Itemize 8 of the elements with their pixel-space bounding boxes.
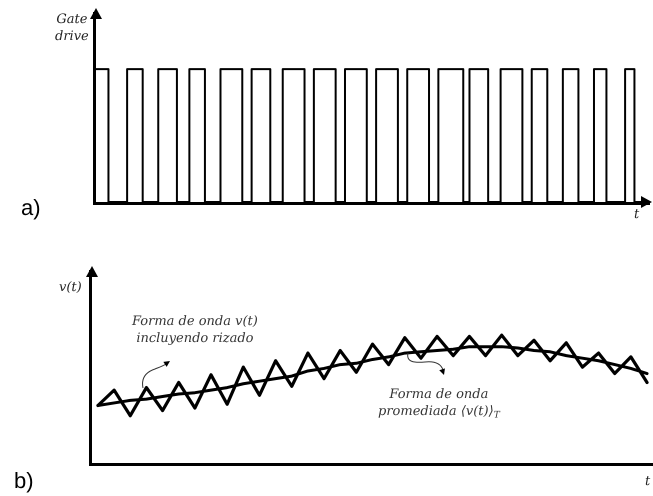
x-axis-title: t [645, 474, 651, 489]
annotation: Forma de onda promediada ⟨v(t)⟩$_{T}$ [378, 387, 501, 421]
y-axis-title: Gate drive [55, 12, 90, 44]
annotation: Forma de onda v(t) incluyendo rizado [131, 314, 258, 346]
x-axis-title: t [634, 207, 640, 222]
text: b) [14, 468, 34, 493]
y-axis-title: v(t) [59, 280, 82, 295]
text: a) [21, 195, 41, 220]
